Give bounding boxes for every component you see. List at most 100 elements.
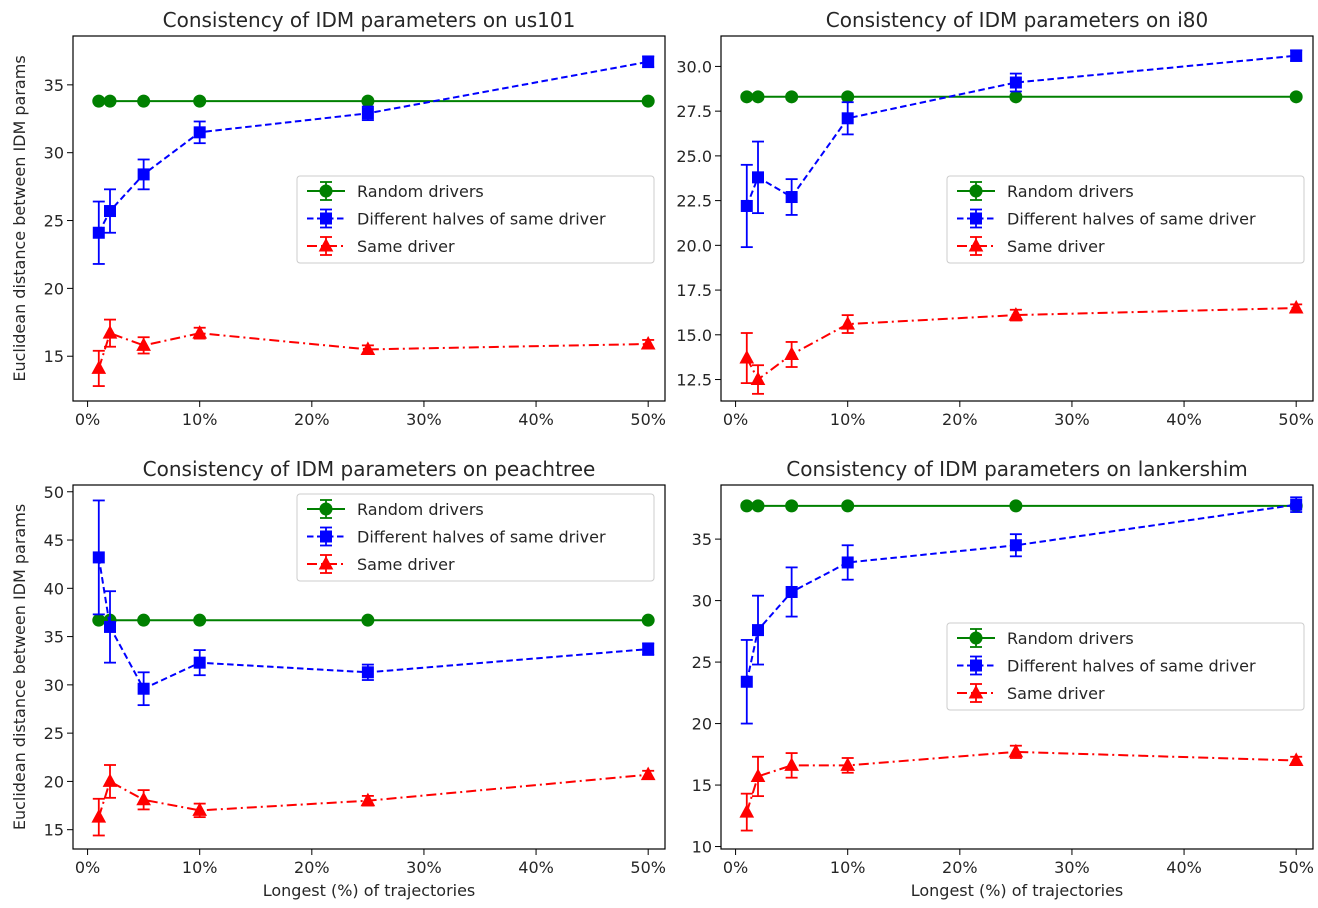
y-tick-label: 15.0: [676, 326, 712, 345]
legend-label: Random drivers: [357, 182, 484, 201]
y-tick-label: 35: [692, 530, 712, 549]
data-point: [1009, 499, 1023, 513]
legend-label: Different halves of same driver: [357, 210, 606, 229]
chart-panel-4: Consistency of IDM parameters on lankers…: [692, 457, 1314, 900]
y-axis-label: Euclidean distance between IDM params: [10, 504, 29, 830]
y-tick-label: 27.5: [676, 102, 712, 121]
x-tick-label: 50%: [1278, 858, 1314, 877]
series-halves: [92, 499, 655, 707]
y-tick-label: 45: [44, 531, 64, 550]
data-point: [137, 168, 150, 181]
y-tick-label: 25: [692, 653, 712, 672]
legend-marker: [968, 684, 984, 699]
data-point: [193, 613, 207, 627]
data-point: [1289, 90, 1303, 104]
y-tick-label: 15: [44, 347, 64, 366]
legend-marker: [320, 212, 332, 225]
legend-label: Random drivers: [1007, 629, 1134, 648]
x-tick-label: 50%: [630, 410, 666, 429]
data-point: [750, 768, 766, 782]
data-point: [1009, 90, 1023, 104]
legend-label: Same driver: [357, 555, 455, 574]
data-point: [137, 94, 151, 108]
y-tick-label: 20: [44, 772, 64, 791]
series-same: [739, 743, 1304, 832]
data-point: [751, 90, 765, 104]
x-tick-label: 40%: [518, 858, 554, 877]
x-tick-label: 40%: [1166, 410, 1202, 429]
x-tick-label: 30%: [1054, 410, 1090, 429]
y-tick-label: 35: [44, 628, 64, 647]
legend-label: Same driver: [1007, 684, 1105, 703]
y-tick-label: 25: [44, 212, 64, 231]
data-point: [750, 371, 766, 386]
legend: Random drivers Different halves of same d…: [296, 175, 655, 264]
data-point: [137, 613, 151, 627]
series-random: [740, 90, 1303, 104]
x-axis-label: Longest (%) of trajectories: [263, 881, 476, 900]
data-point: [752, 624, 764, 637]
y-tick-label: 25: [44, 724, 64, 743]
legend-marker: [970, 659, 982, 672]
legend-marker: [970, 212, 982, 225]
data-point: [841, 556, 854, 569]
legend-label: Same driver: [357, 237, 455, 256]
data-point: [1008, 743, 1024, 758]
data-point: [784, 346, 799, 360]
y-tick-label: 20: [692, 715, 712, 734]
data-point: [640, 335, 656, 350]
data-point: [92, 226, 105, 239]
x-tick-label: 40%: [1166, 858, 1202, 877]
x-axis-label: Longest (%) of trajectories: [911, 881, 1124, 900]
data-point: [1009, 76, 1022, 89]
data-point: [841, 112, 854, 125]
data-point: [785, 191, 798, 204]
chart-title: Consistency of IDM parameters on peachtr…: [143, 457, 596, 481]
data-point: [136, 337, 151, 351]
data-point: [840, 316, 856, 330]
legend-marker: [320, 530, 332, 543]
data-point: [740, 199, 753, 212]
legend-marker: [318, 555, 334, 570]
data-point: [752, 171, 764, 184]
series-line: [745, 503, 1297, 683]
y-tick-label: 30: [44, 144, 64, 163]
data-point: [739, 804, 755, 818]
data-point: [840, 757, 856, 771]
series-random: [740, 499, 1303, 513]
data-point: [785, 90, 799, 104]
series-line: [97, 773, 649, 818]
legend-marker: [319, 184, 333, 198]
series-halves: [92, 55, 655, 265]
data-point: [360, 341, 376, 355]
legend-box: [946, 622, 1305, 711]
data-point: [1009, 539, 1022, 552]
data-point: [1288, 299, 1304, 314]
legend-box: [296, 175, 655, 264]
y-tick-label: 15: [44, 821, 64, 840]
chart-title: Consistency of IDM parameters on us101: [163, 8, 576, 32]
legend-box: [296, 493, 655, 582]
legend-label: Random drivers: [1007, 182, 1134, 201]
legend-label: Same driver: [1007, 237, 1105, 256]
x-tick-label: 30%: [406, 410, 442, 429]
data-point: [641, 94, 655, 108]
data-point: [361, 666, 374, 679]
data-point: [1288, 752, 1304, 766]
series-same: [91, 764, 656, 837]
x-tick-label: 40%: [518, 410, 554, 429]
x-tick-label: 30%: [406, 858, 442, 877]
data-point: [641, 613, 655, 627]
plot-frame: [72, 484, 666, 850]
legend-box: [946, 175, 1305, 264]
plot-frame: [720, 35, 1314, 402]
data-point: [92, 94, 106, 108]
data-point: [740, 675, 753, 688]
data-point: [361, 613, 375, 627]
y-tick-label: 30: [692, 592, 712, 611]
data-point: [740, 499, 754, 513]
data-point: [751, 499, 765, 513]
y-tick-label: 12.5: [676, 371, 712, 390]
data-point: [192, 325, 208, 339]
